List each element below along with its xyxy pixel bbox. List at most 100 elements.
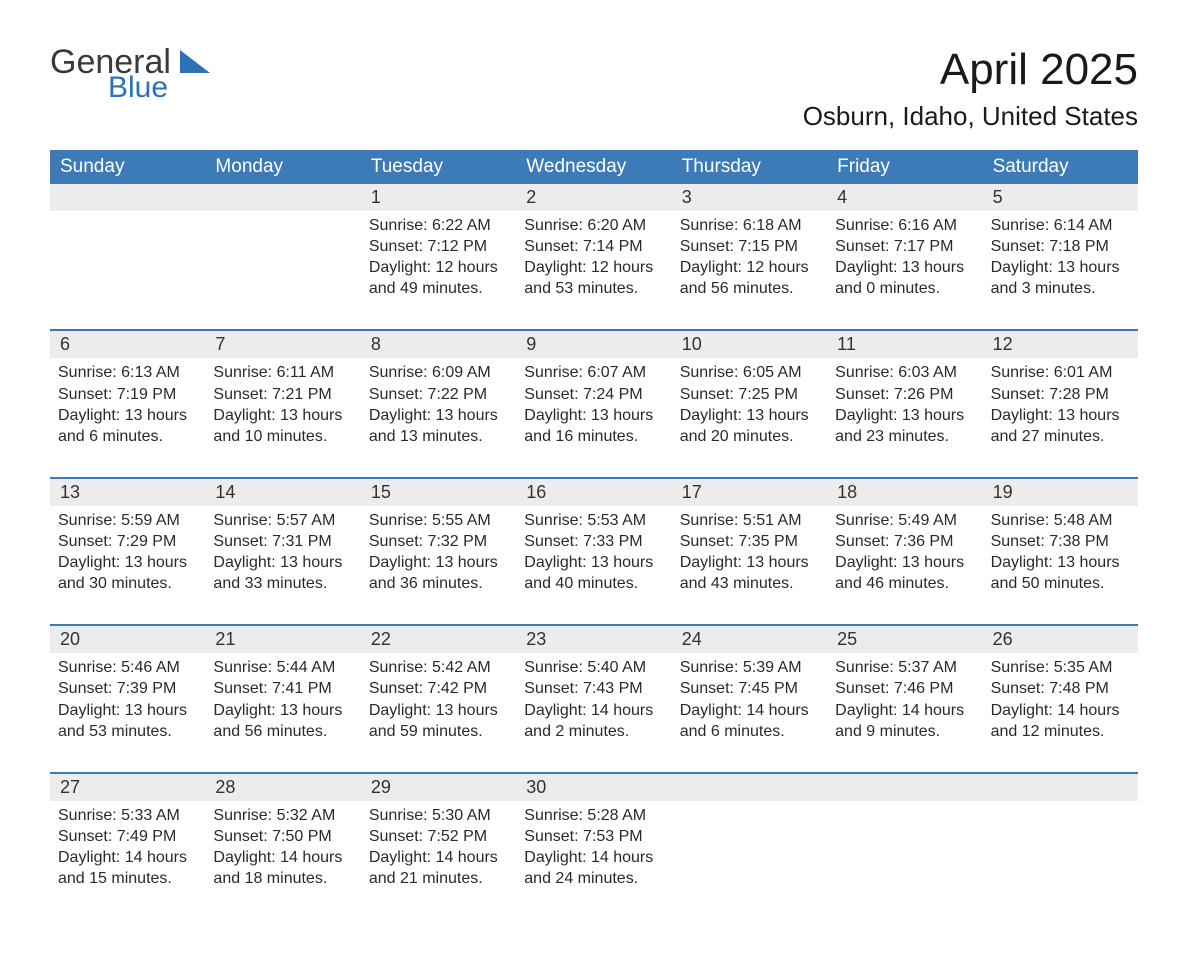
day-number: 25 [827,626,982,653]
sunrise-text: Sunrise: 6:07 AM [524,362,663,383]
day-cell: Sunrise: 5:35 AMSunset: 7:48 PMDaylight:… [983,653,1138,771]
sunset-text: Sunset: 7:42 PM [369,678,508,699]
sunset-text: Sunset: 7:53 PM [524,826,663,847]
sunset-text: Sunset: 7:26 PM [835,384,974,405]
day-cell: Sunrise: 6:05 AMSunset: 7:25 PMDaylight:… [672,358,827,476]
day-cell: Sunrise: 6:01 AMSunset: 7:28 PMDaylight:… [983,358,1138,476]
day-number [983,774,1138,801]
daylight-text-2: and 3 minutes. [991,278,1130,299]
day-cell: Sunrise: 5:44 AMSunset: 7:41 PMDaylight:… [205,653,360,771]
daylight-text-1: Daylight: 13 hours [369,552,508,573]
day-number: 3 [672,184,827,211]
sunrise-text: Sunrise: 6:11 AM [213,362,352,383]
day-cell: Sunrise: 5:33 AMSunset: 7:49 PMDaylight:… [50,801,205,919]
weekday-header: Friday [827,150,982,184]
day-cell: Sunrise: 5:40 AMSunset: 7:43 PMDaylight:… [516,653,671,771]
daylight-text-1: Daylight: 14 hours [680,700,819,721]
day-number: 24 [672,626,827,653]
week-row: 20212223242526Sunrise: 5:46 AMSunset: 7:… [50,624,1138,771]
daylight-text-1: Daylight: 13 hours [213,405,352,426]
sunrise-text: Sunrise: 5:37 AM [835,657,974,678]
week-row: 27282930Sunrise: 5:33 AMSunset: 7:49 PMD… [50,772,1138,919]
daylight-text-2: and 49 minutes. [369,278,508,299]
daylight-text-1: Daylight: 13 hours [524,405,663,426]
day-number: 14 [205,479,360,506]
sunrise-text: Sunrise: 5:28 AM [524,805,663,826]
sunset-text: Sunset: 7:14 PM [524,236,663,257]
sunrise-text: Sunrise: 5:32 AM [213,805,352,826]
daylight-text-1: Daylight: 13 hours [835,405,974,426]
daylight-text-2: and 12 minutes. [991,721,1130,742]
day-cell: Sunrise: 6:09 AMSunset: 7:22 PMDaylight:… [361,358,516,476]
day-cell: Sunrise: 5:48 AMSunset: 7:38 PMDaylight:… [983,506,1138,624]
weeks: 12345Sunrise: 6:22 AMSunset: 7:12 PMDayl… [50,184,1138,919]
daylight-text-1: Daylight: 14 hours [524,847,663,868]
day-number: 18 [827,479,982,506]
sunrise-text: Sunrise: 6:01 AM [991,362,1130,383]
day-cell [672,801,827,919]
day-number-row: 27282930 [50,774,1138,801]
daylight-text-2: and 18 minutes. [213,868,352,889]
sunset-text: Sunset: 7:39 PM [58,678,197,699]
week-row: 6789101112Sunrise: 6:13 AMSunset: 7:19 P… [50,329,1138,476]
sunset-text: Sunset: 7:38 PM [991,531,1130,552]
day-number: 26 [983,626,1138,653]
sunset-text: Sunset: 7:19 PM [58,384,197,405]
day-number: 22 [361,626,516,653]
calendar: SundayMondayTuesdayWednesdayThursdayFrid… [50,150,1138,919]
sunset-text: Sunset: 7:24 PM [524,384,663,405]
day-cell: Sunrise: 5:32 AMSunset: 7:50 PMDaylight:… [205,801,360,919]
daylight-text-2: and 43 minutes. [680,573,819,594]
sunset-text: Sunset: 7:36 PM [835,531,974,552]
day-number: 2 [516,184,671,211]
sunset-text: Sunset: 7:32 PM [369,531,508,552]
sunset-text: Sunset: 7:35 PM [680,531,819,552]
sunrise-text: Sunrise: 5:59 AM [58,510,197,531]
day-number-row: 6789101112 [50,331,1138,358]
daylight-text-2: and 36 minutes. [369,573,508,594]
day-cell: Sunrise: 6:22 AMSunset: 7:12 PMDaylight:… [361,211,516,329]
sunrise-text: Sunrise: 6:03 AM [835,362,974,383]
day-number [827,774,982,801]
logo: General Blue [50,45,210,103]
sunrise-text: Sunrise: 5:55 AM [369,510,508,531]
daylight-text-2: and 50 minutes. [991,573,1130,594]
sunrise-text: Sunrise: 6:20 AM [524,215,663,236]
daylight-text-2: and 13 minutes. [369,426,508,447]
sunset-text: Sunset: 7:45 PM [680,678,819,699]
sunrise-text: Sunrise: 6:22 AM [369,215,508,236]
day-number: 9 [516,331,671,358]
daylight-text-2: and 53 minutes. [58,721,197,742]
day-number: 28 [205,774,360,801]
day-cell: Sunrise: 6:11 AMSunset: 7:21 PMDaylight:… [205,358,360,476]
daylight-text-1: Daylight: 13 hours [835,257,974,278]
weekday-header: Saturday [983,150,1138,184]
day-cell: Sunrise: 5:57 AMSunset: 7:31 PMDaylight:… [205,506,360,624]
day-cell [983,801,1138,919]
daylight-text-2: and 20 minutes. [680,426,819,447]
sunrise-text: Sunrise: 5:33 AM [58,805,197,826]
day-number: 6 [50,331,205,358]
daylight-text-1: Daylight: 12 hours [369,257,508,278]
sunrise-text: Sunrise: 5:53 AM [524,510,663,531]
daylight-text-1: Daylight: 13 hours [369,405,508,426]
sunset-text: Sunset: 7:12 PM [369,236,508,257]
day-number: 5 [983,184,1138,211]
daylight-text-1: Daylight: 13 hours [369,700,508,721]
sunrise-text: Sunrise: 6:14 AM [991,215,1130,236]
day-number-row: 13141516171819 [50,479,1138,506]
daylight-text-1: Daylight: 13 hours [991,405,1130,426]
day-cell: Sunrise: 6:16 AMSunset: 7:17 PMDaylight:… [827,211,982,329]
daylight-text-1: Daylight: 14 hours [991,700,1130,721]
sunset-text: Sunset: 7:49 PM [58,826,197,847]
sunset-text: Sunset: 7:50 PM [213,826,352,847]
day-number: 17 [672,479,827,506]
daylight-text-1: Daylight: 13 hours [680,405,819,426]
daylight-text-2: and 27 minutes. [991,426,1130,447]
weekday-header: Sunday [50,150,205,184]
daylight-text-1: Daylight: 13 hours [58,405,197,426]
day-number [50,184,205,211]
daylight-text-1: Daylight: 14 hours [369,847,508,868]
sunrise-text: Sunrise: 5:57 AM [213,510,352,531]
sunrise-text: Sunrise: 5:46 AM [58,657,197,678]
